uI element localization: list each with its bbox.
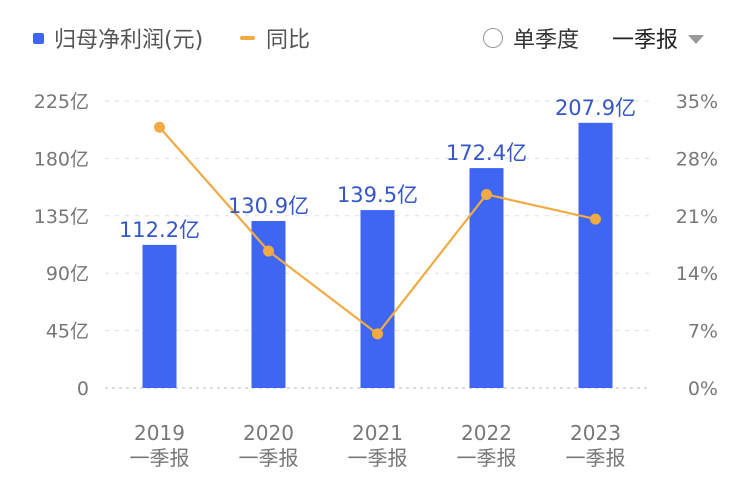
x-axis-year-label: 2020 — [243, 421, 294, 445]
bar-2023 — [578, 122, 613, 388]
right-axis-tick-label: 0% — [688, 378, 718, 400]
bar-data-label: 139.5亿 — [337, 183, 418, 207]
right-axis-tick-label: 28% — [676, 148, 718, 170]
right-axis-tick-label: 14% — [676, 263, 718, 285]
legend-line-swatch — [240, 36, 255, 40]
caret-down-icon — [688, 34, 705, 44]
legend-item-yoy[interactable]: 同比 — [240, 22, 310, 54]
x-axis-year-label: 2021 — [352, 421, 403, 445]
yoy-point-2020 — [263, 245, 274, 257]
single-quarter-label: 单季度 — [513, 28, 580, 53]
legend-item-net-profit[interactable]: 归母净利润(元) — [33, 22, 203, 54]
bar-data-label: 207.9亿 — [555, 96, 636, 120]
legend-bar-swatch — [33, 32, 44, 44]
x-axis-period-label: 一季报 — [348, 446, 408, 470]
radio-unchecked-icon — [483, 28, 503, 48]
bar-2021 — [360, 210, 395, 388]
yoy-point-2019 — [154, 121, 165, 133]
bar-2019 — [142, 244, 177, 388]
right-axis-tick-label: 7% — [688, 321, 718, 343]
chart-header: 归母净利润(元) 同比 单季度 一季报 — [0, 0, 747, 70]
x-axis-year-label: 2022 — [461, 421, 512, 445]
legend-net-profit-label: 归母净利润(元) — [54, 28, 204, 53]
yoy-point-2023 — [590, 213, 601, 225]
legend-yoy-label: 同比 — [266, 28, 311, 53]
bar-data-label: 112.2亿 — [119, 218, 200, 242]
period-dropdown[interactable]: 一季报 — [612, 22, 705, 54]
bar-data-label: 172.4亿 — [446, 141, 527, 165]
x-axis-period-label: 一季报 — [457, 446, 517, 470]
left-axis-tick-label: 90亿 — [46, 263, 89, 285]
x-axis-period-label: 一季报 — [239, 446, 299, 470]
left-axis-tick-label: 45亿 — [46, 321, 89, 343]
x-axis-year-label: 2023 — [570, 421, 621, 445]
left-axis-tick-label: 135亿 — [34, 206, 89, 228]
single-quarter-toggle[interactable]: 单季度 — [483, 22, 579, 54]
left-axis-tick-label: 180亿 — [34, 148, 89, 170]
yoy-point-2022 — [481, 188, 492, 200]
left-axis-tick-label: 0 — [77, 378, 89, 400]
left-axis-tick-label: 225亿 — [34, 91, 89, 113]
period-dropdown-value: 一季报 — [612, 28, 679, 53]
right-axis-tick-label: 21% — [676, 206, 718, 228]
x-axis-year-label: 2019 — [134, 421, 185, 445]
yoy-point-2021 — [372, 328, 383, 340]
bar-2022 — [469, 168, 504, 388]
bar-data-label: 130.9亿 — [228, 194, 309, 218]
right-axis-tick-label: 35% — [676, 91, 718, 113]
x-axis-period-label: 一季报 — [130, 446, 190, 470]
x-axis-period-label: 一季报 — [566, 446, 626, 470]
